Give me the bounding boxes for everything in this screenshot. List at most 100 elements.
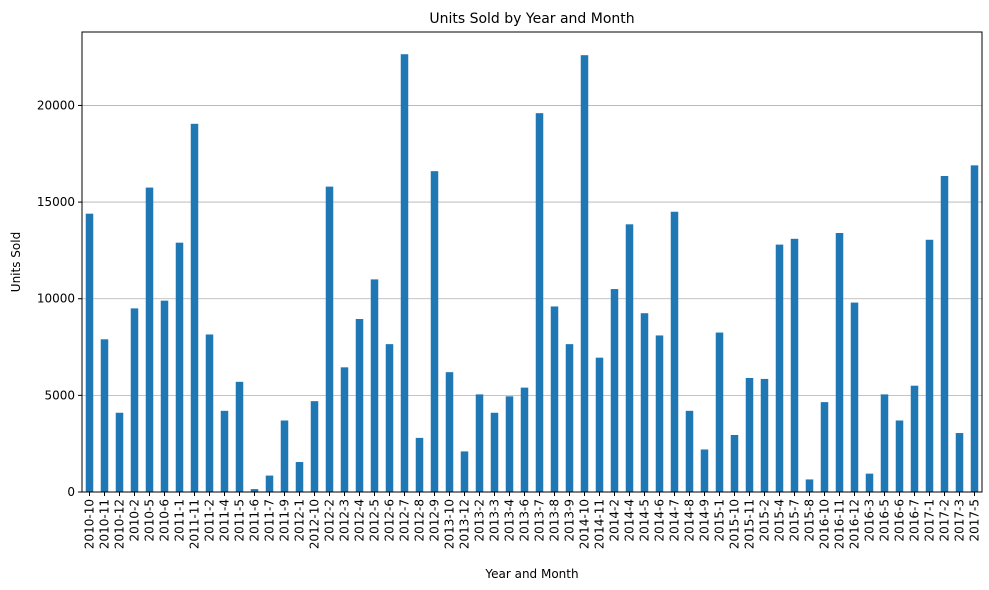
bar [130, 308, 139, 492]
bar [655, 335, 664, 492]
x-tick-label: 2017-3 [953, 499, 967, 542]
y-tick-label: 15000 [37, 195, 75, 209]
bar [340, 367, 349, 492]
x-tick-label: 2010-6 [158, 499, 172, 542]
x-tick-label: 2014-11 [593, 499, 607, 549]
x-tick-label: 2014-9 [698, 499, 712, 542]
x-tick-label: 2012-9 [428, 499, 442, 542]
x-tick-label: 2010-10 [83, 499, 97, 549]
x-tick-label: 2014-10 [578, 499, 592, 549]
y-tick-label: 5000 [44, 388, 75, 402]
bar [355, 319, 364, 492]
x-tick-label: 2012-2 [323, 499, 337, 542]
x-tick-label: 2016-11 [833, 499, 847, 549]
bar [970, 165, 979, 493]
bar [160, 300, 169, 492]
y-tick-label: 0 [67, 485, 75, 499]
bar [910, 385, 919, 492]
x-tick-label: 2012-3 [338, 499, 352, 542]
x-tick-label: 2015-7 [788, 499, 802, 542]
bar [595, 357, 604, 492]
bar [205, 334, 214, 492]
bar [745, 377, 754, 492]
x-tick-label: 2010-12 [113, 499, 127, 549]
x-axis-title: Year and Month [484, 567, 578, 581]
bar [475, 394, 484, 492]
y-tick-label: 10000 [37, 292, 75, 306]
bar [565, 344, 574, 492]
x-tick-label: 2014-5 [638, 499, 652, 542]
x-tick-label: 2011-5 [233, 499, 247, 542]
bar [865, 473, 874, 492]
x-tick-label: 2016-6 [893, 499, 907, 542]
bar [460, 451, 469, 492]
bar [580, 55, 589, 493]
bar [430, 171, 439, 492]
x-tick-label: 2013-8 [548, 499, 562, 542]
bar [715, 332, 724, 492]
x-tick-label: 2011-11 [188, 499, 202, 549]
bar [100, 339, 109, 492]
bar [190, 123, 199, 492]
x-tick-label: 2015-8 [803, 499, 817, 542]
bar [685, 410, 694, 492]
bar [145, 187, 154, 492]
x-tick-label: 2013-10 [443, 499, 457, 549]
bar [775, 244, 784, 492]
bar [790, 238, 799, 492]
x-tick-label: 2010-2 [128, 499, 142, 542]
x-tick-label: 2015-1 [713, 499, 727, 542]
x-tick-label: 2014-8 [683, 499, 697, 542]
bar [85, 213, 94, 493]
x-tick-label: 2016-12 [848, 499, 862, 549]
x-tick-label: 2016-3 [863, 499, 877, 542]
x-tick-label: 2012-6 [383, 499, 397, 542]
bar [280, 420, 289, 492]
bar [535, 113, 544, 493]
x-tick-label: 2016-10 [818, 499, 832, 549]
x-tick-label: 2011-6 [248, 499, 262, 542]
bar [700, 449, 709, 492]
x-tick-label: 2011-2 [203, 499, 217, 542]
x-tick-label: 2016-7 [908, 499, 922, 542]
x-tick-label: 2013-7 [533, 499, 547, 542]
bar [520, 387, 529, 492]
x-tick-label: 2010-11 [98, 499, 112, 549]
bar [805, 479, 814, 492]
bar [625, 224, 634, 493]
bar [175, 242, 184, 492]
bar [895, 420, 904, 492]
bar [820, 402, 829, 492]
y-axis-title: Units Sold [9, 232, 23, 292]
x-tick-label: 2011-4 [218, 499, 232, 542]
x-tick-label: 2013-2 [473, 499, 487, 542]
x-tick-label: 2013-3 [488, 499, 502, 542]
x-tick-label: 2012-1 [293, 499, 307, 542]
x-tick-label: 2013-9 [563, 499, 577, 542]
bar [295, 462, 304, 492]
x-tick-label: 2014-4 [623, 499, 637, 542]
x-tick-label: 2010-5 [143, 499, 157, 542]
bar [445, 372, 454, 492]
x-tick-label: 2012-7 [398, 499, 412, 542]
x-tick-label: 2013-12 [458, 499, 472, 549]
x-tick-label: 2015-2 [758, 499, 772, 542]
bar [115, 412, 124, 492]
bar [835, 233, 844, 492]
x-tick-label: 2011-9 [278, 499, 292, 542]
bar [385, 344, 394, 492]
x-tick-label: 2013-4 [503, 499, 517, 542]
bar [610, 289, 619, 492]
bar [925, 239, 934, 492]
plot-frame [81, 31, 983, 493]
x-tick-label: 2015-10 [728, 499, 742, 549]
x-tick-label: 2011-7 [263, 499, 277, 542]
bar [490, 412, 499, 492]
bar [505, 396, 514, 492]
x-tick-label: 2012-10 [308, 499, 322, 549]
x-tick-label: 2013-6 [518, 499, 532, 542]
x-tick-label: 2015-11 [743, 499, 757, 549]
bars [85, 54, 979, 493]
x-tick-label: 2017-5 [968, 499, 982, 542]
